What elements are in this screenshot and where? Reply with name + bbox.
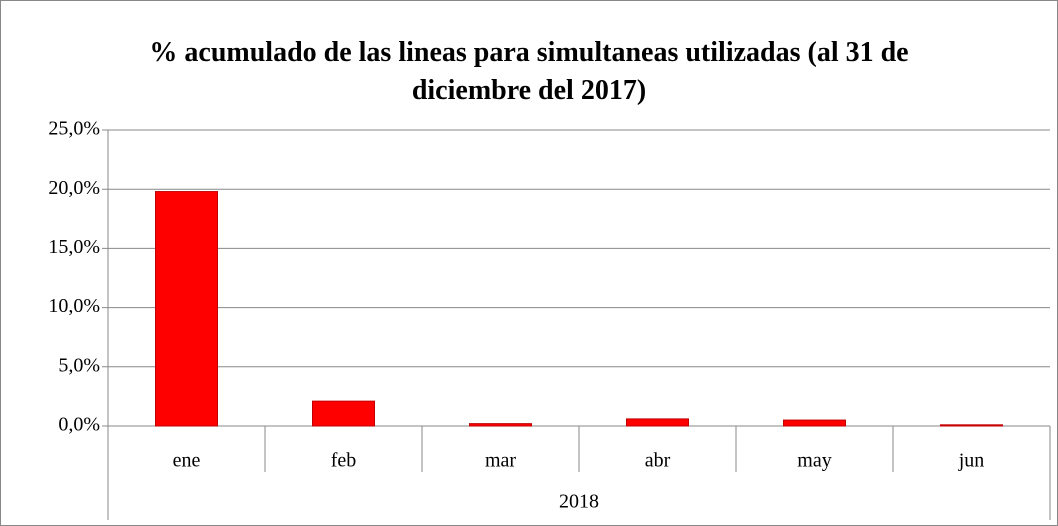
bar: [626, 418, 689, 427]
x-tick-label: jun: [958, 450, 985, 472]
y-tick-label: 5,0%: [58, 354, 100, 376]
x-tick-label: mar: [485, 450, 516, 472]
x-tick-label: may: [797, 450, 831, 472]
y-tick-label: 10,0%: [48, 295, 100, 317]
x-tick-label: abr: [645, 450, 671, 472]
bar: [469, 423, 532, 427]
y-tick-label: 20,0%: [48, 177, 100, 199]
y-tick-label: 15,0%: [48, 236, 100, 258]
y-tick-label: 0,0%: [58, 414, 100, 436]
bar: [783, 419, 846, 427]
chart-title: % acumulado de las lineas para simultane…: [149, 37, 909, 106]
x-tick-label: ene: [173, 450, 201, 472]
bar: [312, 400, 375, 427]
x-tick-label: feb: [331, 450, 357, 472]
group-label: 2018: [559, 491, 599, 513]
y-tick-label: 25,0%: [48, 118, 100, 140]
bar: [940, 424, 1003, 427]
bar: [155, 191, 218, 427]
